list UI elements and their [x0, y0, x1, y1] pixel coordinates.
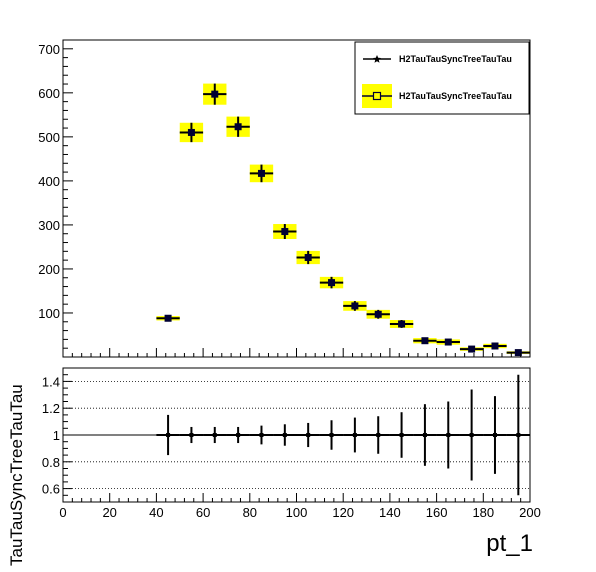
x-tick-label: 0	[59, 505, 66, 520]
ratio-point	[422, 433, 427, 437]
ratio-point	[329, 433, 334, 437]
y-tick-label: 700	[38, 42, 60, 57]
data-point	[187, 128, 195, 136]
legend: H2TauTauSyncTreeTauTau H2TauTauSyncTreeT…	[354, 41, 530, 115]
main-axes: 100 200 300 400 500 600 700	[38, 39, 531, 357]
y-tick-label: 100	[38, 306, 60, 321]
ratio-y-tick-label: 0.6	[42, 482, 60, 497]
data-point	[257, 169, 265, 177]
data-point	[164, 314, 172, 322]
x-tick-label: 120	[332, 505, 354, 520]
legend-star-marker-icon	[373, 55, 381, 63]
data-point	[421, 337, 429, 345]
ratio-point	[516, 433, 521, 437]
y-tick-label: 600	[38, 86, 60, 101]
ratio-point	[189, 433, 194, 437]
data-point	[514, 349, 522, 357]
ratio-point	[469, 433, 474, 437]
x-tick-label: 40	[149, 505, 163, 520]
data-point	[398, 320, 406, 328]
legend-label-1: H2TauTauSyncTreeTauTau	[399, 54, 512, 64]
ratio-point	[352, 433, 357, 437]
data-point	[468, 345, 476, 353]
data-points-layer	[156, 83, 530, 357]
ratio-y-tick-label: 1.2	[42, 401, 60, 416]
y-axis-title: TauTauSyncTreeTauTau	[7, 384, 26, 566]
data-point	[304, 253, 312, 261]
data-point	[281, 228, 289, 236]
ratio-point	[212, 433, 217, 437]
data-point	[328, 279, 336, 287]
y-tick-label: 200	[38, 262, 60, 277]
ratio-point	[492, 433, 497, 437]
ratio-point	[259, 433, 264, 437]
legend-label-2: H2TauTauSyncTreeTauTau	[399, 91, 512, 101]
x-tick-label: 100	[286, 505, 308, 520]
data-point	[444, 338, 452, 346]
data-point	[211, 90, 219, 98]
data-point	[234, 123, 242, 131]
ratio-points-layer	[156, 374, 530, 496]
y-tick-label: 300	[38, 218, 60, 233]
ratio-point	[399, 433, 404, 437]
ratio-point	[376, 433, 381, 437]
ratio-axes: 0.6 0.8 1 1.2 1.4 0 20 40 60 80 100 120 140 160 180 200	[42, 374, 541, 520]
data-point	[491, 342, 499, 350]
x-tick-label: 160	[426, 505, 448, 520]
y-tick-label: 500	[38, 130, 60, 145]
ratio-point	[306, 433, 311, 437]
data-point	[351, 302, 359, 310]
x-tick-label: 200	[519, 505, 541, 520]
ratio-point	[282, 433, 287, 437]
legend-open-square-icon	[372, 91, 382, 101]
x-tick-label: 180	[472, 505, 494, 520]
ratio-y-tick-label: 0.8	[42, 455, 60, 470]
ratio-point	[446, 433, 451, 437]
ratio-panel: 0.6 0.8 1 1.2 1.4 0 20 40 60 80 100 120 140 160 180 200	[42, 367, 541, 520]
x-tick-label: 60	[196, 505, 210, 520]
ratio-point	[236, 433, 241, 437]
x-axis-title: pt_1	[486, 530, 533, 557]
data-point	[374, 310, 382, 318]
y-tick-label: 400	[38, 174, 60, 189]
ratio-point	[166, 433, 171, 437]
x-tick-label: 20	[102, 505, 116, 520]
x-tick-label: 80	[243, 505, 257, 520]
x-tick-label: 140	[379, 505, 401, 520]
ratio-y-tick-label: 1	[53, 428, 60, 443]
ratio-y-tick-label: 1.4	[42, 374, 60, 389]
